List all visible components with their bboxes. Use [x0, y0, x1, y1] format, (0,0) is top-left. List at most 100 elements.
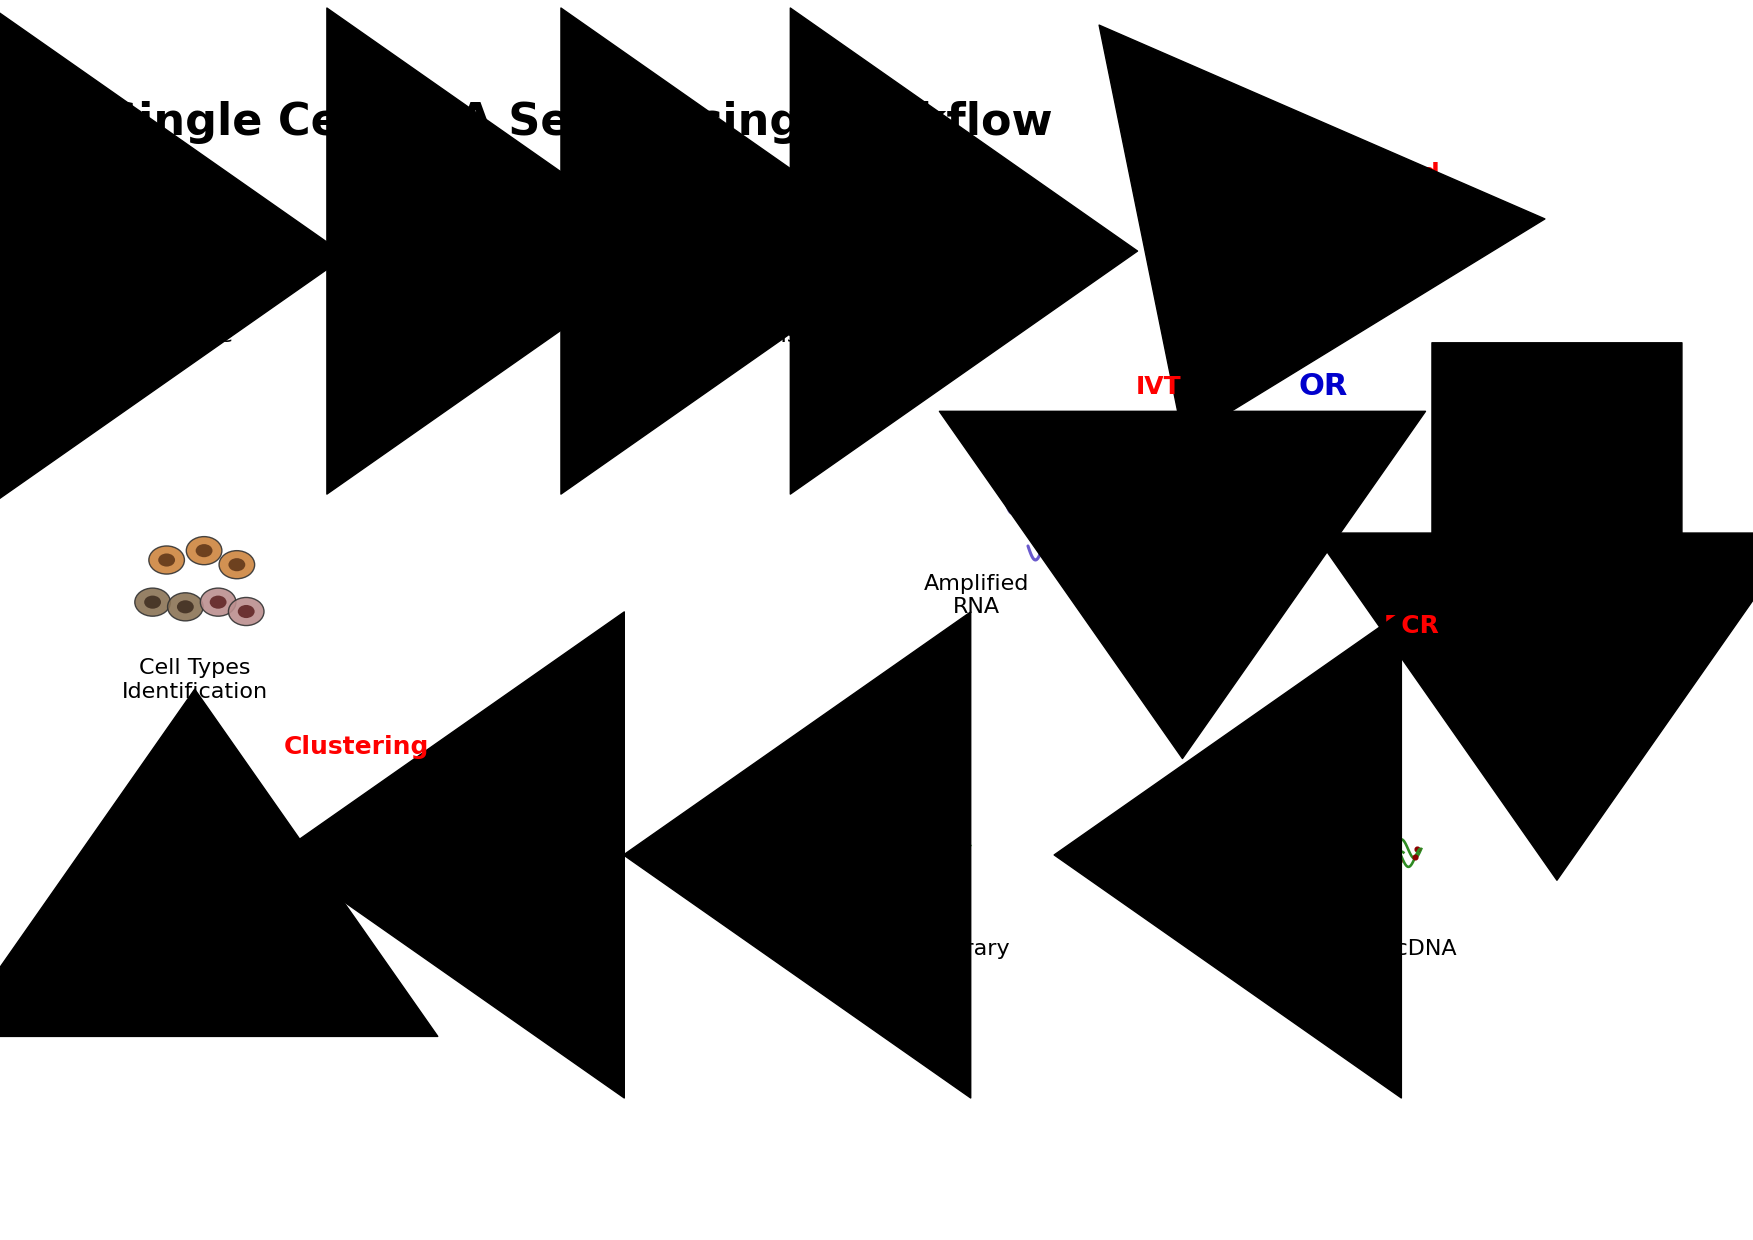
- Bar: [195, 925, 209, 935]
- Bar: [181, 878, 195, 888]
- Bar: [195, 897, 209, 906]
- Ellipse shape: [196, 544, 212, 557]
- Text: Solid Tissue: Solid Tissue: [100, 326, 233, 346]
- Ellipse shape: [484, 253, 524, 286]
- Bar: [209, 906, 223, 916]
- Ellipse shape: [158, 553, 175, 567]
- Ellipse shape: [431, 206, 473, 239]
- Polygon shape: [340, 216, 401, 286]
- Bar: [223, 888, 237, 897]
- Ellipse shape: [444, 216, 461, 231]
- Bar: [195, 851, 209, 859]
- Bar: [237, 925, 251, 935]
- Text: RT& Second-strand
Synthesis: RT& Second-strand Synthesis: [1169, 162, 1439, 215]
- Bar: [195, 906, 209, 916]
- Text: IVT: IVT: [1136, 374, 1182, 399]
- Bar: [167, 906, 181, 916]
- Bar: [167, 878, 181, 888]
- Bar: [237, 888, 251, 897]
- Bar: [167, 869, 181, 878]
- Text: Amplified
RNA: Amplified RNA: [924, 574, 1029, 618]
- Bar: [195, 869, 209, 878]
- Bar: [167, 897, 181, 906]
- Text: Single-cell
Expression Profiles: Single-cell Expression Profiles: [89, 959, 300, 1001]
- Bar: [237, 859, 251, 869]
- Bar: [138, 925, 153, 935]
- Bar: [237, 851, 251, 859]
- Bar: [223, 851, 237, 859]
- Polygon shape: [335, 213, 405, 289]
- Bar: [181, 906, 195, 916]
- Bar: [237, 906, 251, 916]
- Bar: [195, 878, 209, 888]
- Bar: [153, 935, 167, 944]
- Bar: [237, 916, 251, 925]
- Ellipse shape: [177, 600, 195, 614]
- Bar: [209, 878, 223, 888]
- Ellipse shape: [200, 588, 237, 616]
- Bar: [195, 916, 209, 925]
- Ellipse shape: [508, 239, 528, 254]
- Text: OR: OR: [1299, 372, 1348, 402]
- Ellipse shape: [507, 211, 547, 244]
- Bar: [209, 851, 223, 859]
- Ellipse shape: [517, 219, 536, 236]
- Ellipse shape: [486, 206, 503, 221]
- Ellipse shape: [338, 243, 359, 259]
- Bar: [181, 897, 195, 906]
- Ellipse shape: [429, 246, 466, 275]
- Text: Sequencing: Sequencing: [387, 901, 517, 921]
- Bar: [209, 859, 223, 869]
- Bar: [223, 935, 237, 944]
- Bar: [195, 859, 209, 869]
- Bar: [209, 935, 223, 944]
- Bar: [223, 878, 237, 888]
- Text: Single Cell RNA Sequencing Workflow: Single Cell RNA Sequencing Workflow: [105, 102, 1052, 144]
- Bar: [153, 906, 167, 916]
- Ellipse shape: [456, 229, 496, 263]
- Ellipse shape: [144, 595, 161, 609]
- Text: cDNA: cDNA: [1199, 326, 1260, 346]
- Bar: [181, 935, 195, 944]
- Ellipse shape: [494, 262, 514, 278]
- Bar: [181, 888, 195, 897]
- FancyBboxPatch shape: [105, 200, 256, 312]
- Ellipse shape: [238, 605, 254, 618]
- Bar: [153, 897, 167, 906]
- Bar: [209, 897, 223, 906]
- Bar: [138, 916, 153, 925]
- Bar: [209, 888, 223, 897]
- Text: RNA: RNA: [957, 326, 1004, 346]
- Bar: [181, 851, 195, 859]
- Text: Single Cell Isolation: Single Cell Isolation: [656, 326, 875, 346]
- Bar: [167, 851, 181, 859]
- Bar: [153, 878, 167, 888]
- Bar: [223, 925, 237, 935]
- Bar: [209, 916, 223, 925]
- Bar: [167, 859, 181, 869]
- Bar: [195, 888, 209, 897]
- Bar: [181, 925, 195, 935]
- Bar: [138, 935, 153, 944]
- Text: Cell Types
Identification: Cell Types Identification: [121, 658, 268, 702]
- Ellipse shape: [438, 254, 456, 267]
- Text: RT: RT: [1160, 614, 1196, 637]
- Ellipse shape: [168, 593, 203, 621]
- Text: Amplified cDNA: Amplified cDNA: [1283, 939, 1457, 960]
- Bar: [181, 916, 195, 925]
- Bar: [167, 888, 181, 897]
- Ellipse shape: [200, 205, 256, 270]
- Bar: [209, 925, 223, 935]
- Bar: [138, 859, 153, 869]
- Bar: [209, 869, 223, 878]
- Bar: [153, 859, 167, 869]
- Ellipse shape: [210, 595, 226, 609]
- Bar: [181, 869, 195, 878]
- Bar: [223, 869, 237, 878]
- Text: Sequencing Library: Sequencing Library: [794, 939, 1010, 960]
- Bar: [138, 869, 153, 878]
- Bar: [153, 851, 167, 859]
- Ellipse shape: [186, 537, 223, 564]
- Bar: [237, 869, 251, 878]
- Ellipse shape: [729, 213, 813, 289]
